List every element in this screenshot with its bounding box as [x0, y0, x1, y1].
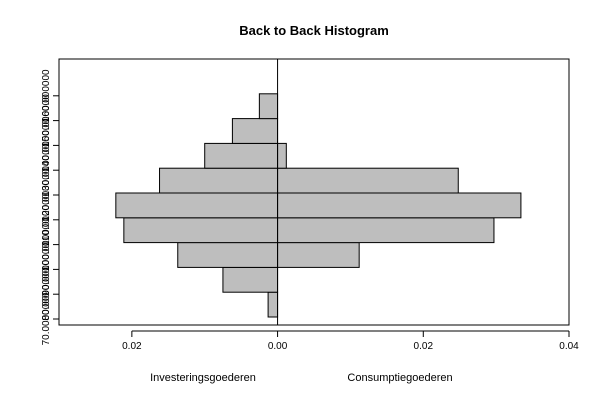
y-tick-label-9: 160.000000 [41, 69, 52, 122]
x-tick-label-1: 0.00 [268, 341, 288, 352]
left-bar-7 [231, 118, 279, 144]
right-bar-4 [277, 192, 522, 219]
right-bar-5 [277, 167, 459, 194]
left-bar-0 [267, 291, 279, 318]
bars [115, 93, 522, 318]
right-series-label: Consumptiegoederen [347, 372, 452, 384]
x-axis: 0.02 0.00 0.02 0.04 [122, 330, 579, 352]
y-axis: 70.000000080.000000090.0000000100.000000… [41, 69, 60, 345]
left-bar-5 [159, 167, 279, 194]
x-tick-label-3: 0.04 [559, 341, 579, 352]
x-tick-label-0: 0.02 [122, 341, 142, 352]
left-bar-8 [258, 93, 279, 120]
y-tick-label-8: 150.000000 [41, 94, 52, 147]
y-tick-label-5: 120.000000 [41, 168, 52, 221]
left-bar-4 [115, 192, 279, 219]
y-tick-label-6: 130.000000 [41, 143, 52, 196]
left-series-label: Investeringsgoederen [150, 372, 256, 384]
right-bar-3 [277, 217, 495, 244]
left-bar-6 [204, 142, 279, 169]
y-tick-label-0: 70.0000000 [41, 292, 52, 345]
left-bar-1 [222, 266, 279, 293]
right-bar-2 [277, 242, 360, 268]
left-bar-3 [123, 217, 279, 244]
right-bar-6 [277, 142, 287, 169]
y-tick-label-7: 140.000000 [41, 119, 52, 172]
y-tick-label-4: 110.000000 [41, 193, 52, 246]
y-tick-label-1: 80.0000000 [41, 267, 52, 320]
y-tick-label-2: 90.0000000 [41, 243, 52, 296]
x-tick-label-2: 0.02 [414, 341, 434, 352]
y-tick-label-3: 100.000000 [41, 218, 52, 271]
left-bar-2 [177, 242, 279, 268]
chart-title: Back to Back Histogram [239, 23, 389, 38]
